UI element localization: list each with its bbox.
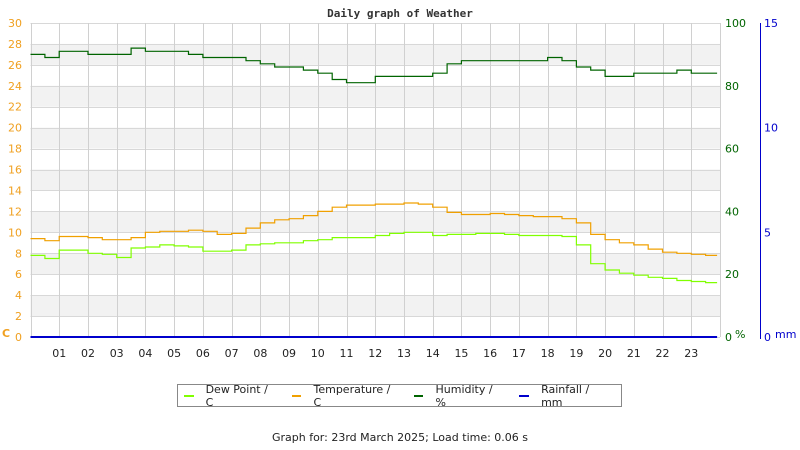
x-tick-label: 13 (397, 347, 411, 360)
legend-item: Humidity / % (412, 383, 504, 409)
x-tick-label: 04 (138, 347, 152, 360)
rainfall-axis-unit: mm (775, 328, 796, 341)
x-tick-label: 06 (196, 347, 210, 360)
chart-title: Daily graph of Weather (327, 7, 473, 20)
legend-item: Rainfall / mm (517, 383, 611, 409)
x-tick-label: 02 (81, 347, 95, 360)
humidity-axis-labels: 0 20 40 60 80 100% (725, 17, 746, 344)
left-tick-label: 24 (8, 80, 22, 93)
left-axis-unit: C (2, 327, 10, 340)
x-tick-label: 09 (282, 347, 296, 360)
left-tick-label: 22 (8, 101, 22, 114)
series-line (30, 202, 718, 256)
chart-legend: Dew Point / C Temperature / C Humidity / %… (177, 383, 622, 409)
x-tick-label: 05 (167, 347, 181, 360)
humidity-tick-label: 0 (725, 331, 732, 344)
left-tick-label: 0 (15, 331, 22, 344)
rainfall-tick-label: 0 (764, 331, 771, 344)
left-tick-label: 12 (8, 205, 22, 218)
x-tick-label: 12 (368, 347, 382, 360)
rainfall-tick-label: 10 (764, 122, 778, 135)
humidity-tick-label: 100 (725, 17, 746, 30)
left-tick-label: 2 (15, 310, 22, 323)
x-tick-label: 17 (512, 347, 526, 360)
x-tick-label: 03 (110, 347, 124, 360)
x-tick-label: 18 (541, 347, 555, 360)
legend-swatch-icon (184, 394, 194, 397)
legend-item: Dew Point / C (182, 383, 276, 409)
legend-item: Temperature / C (290, 383, 398, 409)
x-tick-label: 19 (569, 347, 583, 360)
x-axis-labels: 01 02 03 04 05 06 07 08 09 10 11 12 13 14 15 16 17 18 19 20… (52, 347, 698, 360)
x-tick-label: 20 (598, 347, 612, 360)
x-tick-label: 16 (483, 347, 497, 360)
left-tick-label: 6 (15, 268, 22, 281)
x-tick-label: 22 (656, 347, 670, 360)
x-tick-label: 14 (426, 347, 440, 360)
left-tick-label: 18 (8, 143, 22, 156)
x-tick-label: 08 (253, 347, 267, 360)
weather-chart: Daily graph of Weather 02468101214161820… (2, 7, 796, 360)
legend-label: Rainfall / mm (541, 382, 590, 409)
legend-swatch-icon (413, 394, 424, 397)
left-tick-label: 10 (8, 226, 22, 239)
left-tick-label: 8 (15, 247, 22, 260)
legend-label: Humidity / % (435, 382, 493, 409)
rainfall-tick-label: 5 (764, 226, 771, 239)
left-tick-label: 20 (8, 122, 22, 135)
legend-swatch-icon (291, 394, 302, 397)
series-lines (30, 47, 718, 338)
x-tick-label: 23 (684, 347, 698, 360)
x-tick-label: 21 (627, 347, 641, 360)
legend-label: Temperature / C (313, 382, 391, 409)
x-tick-label: 07 (225, 347, 239, 360)
humidity-axis-unit: % (735, 328, 745, 341)
x-tick-label: 01 (52, 347, 66, 360)
series-line (30, 231, 718, 284)
series-line (30, 47, 718, 84)
x-tick-label: 10 (311, 347, 325, 360)
humidity-tick-label: 20 (725, 268, 739, 281)
left-tick-label: 4 (15, 289, 22, 302)
humidity-tick-label: 80 (725, 80, 739, 93)
left-tick-label: 16 (8, 164, 22, 177)
rainfall-tick-label: 15 (764, 17, 778, 30)
legend-swatch-icon (519, 394, 530, 397)
left-tick-label: 26 (8, 59, 22, 72)
rainfall-axis-labels: 0 5 10 15 mm (760, 17, 796, 344)
left-tick-label: 14 (8, 184, 22, 197)
x-tick-label: 15 (454, 347, 468, 360)
legend-label: Dew Point / C (205, 382, 268, 409)
footer-text: Graph for: 23rd March 2025; Load time: 0… (271, 431, 529, 444)
x-tick-label: 11 (340, 347, 354, 360)
left-tick-label: 30 (8, 17, 22, 30)
left-tick-label: 28 (8, 38, 22, 51)
humidity-tick-label: 40 (725, 205, 739, 218)
humidity-tick-label: 60 (725, 143, 739, 156)
